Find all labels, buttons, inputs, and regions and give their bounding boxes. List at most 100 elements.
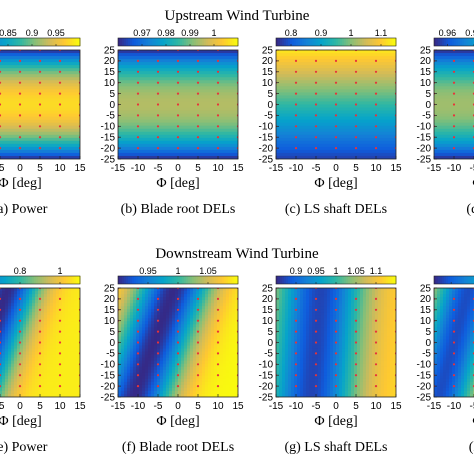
x-tick-label: 0 xyxy=(17,401,23,412)
colorbar-f: 0.95 1 1.05 xyxy=(117,266,239,285)
y-tick-label: 20 xyxy=(420,56,432,67)
x-tick-label: -15 xyxy=(427,163,442,174)
data-point xyxy=(374,114,378,117)
data-point xyxy=(156,114,160,117)
data-point xyxy=(0,308,2,311)
y-tick-label: 10 xyxy=(420,78,432,89)
y-tick-label: 20 xyxy=(262,56,274,67)
data-point xyxy=(334,385,338,388)
data-point xyxy=(58,81,62,84)
data-point xyxy=(196,319,200,322)
x-tick-label: 0 xyxy=(333,401,339,412)
data-point xyxy=(452,59,456,63)
data-point xyxy=(334,92,338,95)
x-tick-label: 5 xyxy=(353,401,359,412)
panels: -15-10-50510152520151050-5-10-15-20-250.… xyxy=(0,28,474,455)
x-tick-label: -10 xyxy=(447,163,462,174)
data-point xyxy=(156,81,160,84)
panel-caption: (h) Towe xyxy=(469,440,474,455)
data-point xyxy=(196,330,200,333)
x-tick-label: -15 xyxy=(427,401,442,412)
data-point xyxy=(0,363,2,366)
y-tick-label: 25 xyxy=(104,283,116,294)
y-tick-label: 25 xyxy=(104,45,116,56)
data-point xyxy=(334,70,338,73)
data-point xyxy=(58,308,62,311)
x-tick-label: 0 xyxy=(17,163,23,174)
y-tick-label: 0 xyxy=(425,100,431,111)
colorbar-tick-label: 1 xyxy=(333,266,338,276)
data-point xyxy=(156,330,160,333)
x-tick-label: 15 xyxy=(390,401,402,412)
y-tick-label: 25 xyxy=(262,45,274,56)
panel-e: -15-10-50510152520151050-5-10-15-20-25.6… xyxy=(0,266,86,455)
data-point xyxy=(136,308,140,311)
x-tick-label: -5 xyxy=(154,401,163,412)
data-point xyxy=(38,59,42,63)
data-point xyxy=(196,363,200,366)
y-tick-label: -20 xyxy=(259,381,274,392)
data-point xyxy=(334,308,338,311)
colorbar-tick-label: 1 xyxy=(211,28,216,38)
data-point xyxy=(58,103,62,106)
y-tick-label: -25 xyxy=(417,154,432,165)
x-tick-label: 10 xyxy=(212,163,224,174)
data-point xyxy=(38,319,42,322)
data-point xyxy=(18,103,22,106)
panel-a: -15-10-50510152520151050-5-10-15-20-250.… xyxy=(0,28,86,217)
data-point xyxy=(314,103,318,106)
panel-h: -15-10-50510152520151050-5-10-15-20-251Φ… xyxy=(417,275,474,455)
y-tick-label: -10 xyxy=(417,122,432,133)
panel-caption: (a) Power xyxy=(0,202,48,217)
colorbar-tick-label: 1.1 xyxy=(375,28,388,38)
data-point xyxy=(176,70,180,73)
data-point xyxy=(176,352,180,355)
data-point xyxy=(314,330,318,333)
data-point xyxy=(156,352,160,355)
data-point xyxy=(334,363,338,366)
data-point xyxy=(216,92,220,95)
data-point xyxy=(354,374,358,377)
y-tick-label: -15 xyxy=(259,371,274,382)
y-tick-label: 20 xyxy=(420,294,432,305)
data-point xyxy=(38,81,42,84)
data-point xyxy=(334,341,338,344)
data-point xyxy=(38,147,42,150)
data-point xyxy=(18,308,22,311)
data-point xyxy=(58,147,62,150)
data-point xyxy=(334,319,338,322)
data-point xyxy=(452,385,456,388)
x-tick-label: 10 xyxy=(370,401,382,412)
colorbar-tick-label: 0.99 xyxy=(181,28,199,38)
panel-caption: (g) LS shaft DELs xyxy=(284,440,387,455)
x-tick-label: -10 xyxy=(447,401,462,412)
x-axis-label: Φ [deg] xyxy=(472,414,474,429)
data-point xyxy=(18,125,22,128)
data-point xyxy=(354,92,358,95)
data-point xyxy=(38,308,42,311)
data-point xyxy=(38,374,42,377)
panel-caption: (f) Blade root DELs xyxy=(122,440,234,455)
data-point xyxy=(216,319,220,322)
data-point xyxy=(38,330,42,333)
data-point xyxy=(58,374,62,377)
panel-c: -15 -10 -5 0 5 10 152520151050-5-10-15-20-250.… xyxy=(259,28,402,217)
y-tick-label: 10 xyxy=(262,316,274,327)
data-point xyxy=(216,363,220,366)
panel-caption: (c) LS shaft DELs xyxy=(285,202,387,217)
y-tick-label: -15 xyxy=(101,133,116,144)
data-point xyxy=(0,92,2,95)
data-point xyxy=(38,70,42,73)
y-tick-label: 5 xyxy=(267,89,273,100)
data-point xyxy=(136,103,140,106)
data-point xyxy=(354,385,358,388)
data-point xyxy=(136,363,140,366)
data-point xyxy=(452,125,456,128)
x-tick-label: 10 xyxy=(54,163,66,174)
x-axis-label: Φ [deg] xyxy=(156,176,199,191)
data-point xyxy=(18,81,22,84)
data-point xyxy=(196,103,200,106)
data-point xyxy=(294,319,298,322)
x-tick-label: -5 xyxy=(312,401,321,412)
